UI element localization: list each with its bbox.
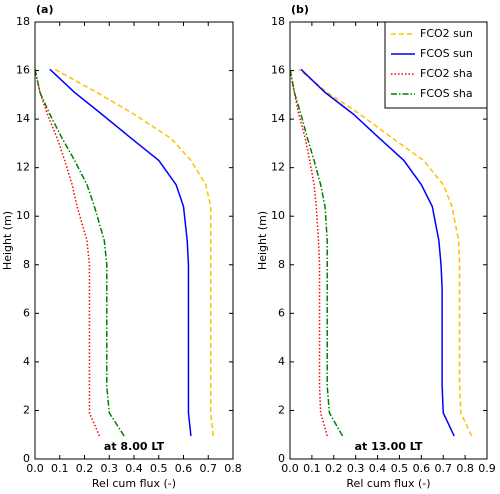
y-tick-label: 12 — [16, 161, 30, 174]
y-tick-label: 0 — [23, 452, 30, 465]
x-tick-label: 0.1 — [51, 462, 69, 475]
y-tick-label: 8 — [23, 258, 30, 271]
x-tick-label: 0.1 — [303, 462, 321, 475]
panel: 0.0 0.1 0.2 0.3 0.4 0.5 0.6 0.7 0.8 0 2 4 6 8 10 12 14 16… — [1, 3, 242, 490]
x-tick-label: 0.7 — [434, 462, 452, 475]
x-axis-label: Rel cum flux (-) — [346, 477, 430, 490]
y-axis-label: Height (m) — [256, 211, 269, 270]
x-axis-label: Rel cum flux (-) — [92, 477, 176, 490]
x-tick-label: 0.5 — [391, 462, 409, 475]
x-tick-label: 0.3 — [347, 462, 365, 475]
x-tick-label: 0.6 — [413, 462, 431, 475]
y-tick-label: 8 — [278, 258, 285, 271]
legend-label: FCO2 sha — [420, 67, 473, 80]
panel-label: (b) — [291, 3, 309, 16]
legend-label: FCO2 sun — [420, 27, 473, 40]
y-tick-label: 10 — [16, 209, 30, 222]
legend-label: FCOS sun — [420, 47, 473, 60]
series-line — [289, 69, 344, 437]
x-tick-label: 0.9 — [478, 462, 496, 475]
panel: 0.0 0.1 0.2 0.3 0.4 0.5 0.6 0.7 0.8 0.9 0 2 4 6 8 10 12 1… — [256, 3, 496, 490]
y-tick-label: 6 — [23, 306, 30, 319]
x-tick-label: 0.4 — [369, 462, 387, 475]
y-tick-label: 14 — [271, 112, 285, 125]
y-tick-label: 0 — [278, 452, 285, 465]
series-line — [300, 68, 455, 437]
series-line — [34, 69, 101, 437]
x-tick-label: 0.5 — [150, 462, 168, 475]
legend-box — [384, 21, 488, 109]
series-line — [49, 68, 192, 437]
x-tick-label: 0.8 — [224, 462, 242, 475]
y-tick-label: 2 — [23, 403, 30, 416]
x-tick-label: 0.6 — [175, 462, 193, 475]
x-tick-label: 0.7 — [200, 462, 218, 475]
panel-label: (a) — [36, 3, 53, 16]
annotation: at 13.00 LT — [355, 440, 423, 453]
annotation: at 8.00 LT — [104, 440, 165, 453]
x-tick-label: 0.8 — [456, 462, 474, 475]
y-tick-label: 4 — [23, 355, 30, 368]
x-tick-label: 0.3 — [101, 462, 119, 475]
y-tick-label: 6 — [278, 306, 285, 319]
y-tick-label: 2 — [278, 403, 285, 416]
y-tick-label: 4 — [278, 355, 285, 368]
y-tick-label: 10 — [271, 209, 285, 222]
y-tick-label: 16 — [271, 64, 285, 77]
x-tick-label: 0.0 — [26, 462, 44, 475]
legend-label: FCOS sha — [420, 87, 473, 100]
series-line — [289, 69, 328, 437]
x-tick-label: 0.4 — [125, 462, 143, 475]
x-tick-label: 0.2 — [76, 462, 94, 475]
y-tick-label: 12 — [271, 161, 285, 174]
series-line — [34, 69, 125, 437]
plot-frame — [34, 21, 234, 460]
y-tick-label: 18 — [271, 15, 285, 28]
x-tick-label: 0.0 — [281, 462, 299, 475]
x-tick-label: 0.2 — [325, 462, 343, 475]
series-line — [298, 68, 473, 437]
y-tick-label: 14 — [16, 112, 30, 125]
series-line — [54, 68, 214, 437]
y-tick-label: 18 — [16, 15, 30, 28]
y-axis-label: Height (m) — [1, 211, 14, 270]
y-tick-label: 16 — [16, 64, 30, 77]
